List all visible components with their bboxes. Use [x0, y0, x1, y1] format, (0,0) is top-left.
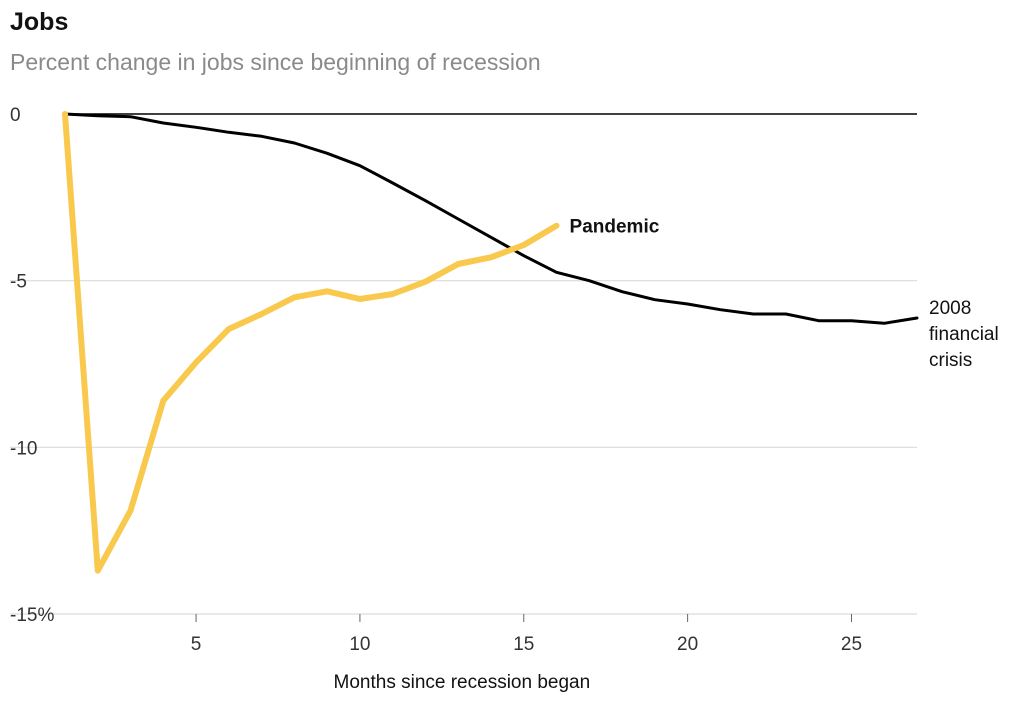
y-tick-label: 0: [10, 105, 21, 126]
x-tick-label: 10: [349, 634, 370, 655]
chart-title: Jobs: [10, 8, 69, 36]
label-layer: 2008 financial crisis Pandemic: [570, 217, 999, 371]
axis-layer: 0 -5 -10 -15% 5 10 15 20 25: [10, 105, 917, 655]
x-tick-label: 20: [677, 634, 698, 655]
x-tick-label: 15: [513, 634, 534, 655]
chart-subtitle: Percent change in jobs since beginning o…: [10, 49, 541, 75]
series-label-2008-financial-crisis: 2008: [929, 298, 971, 319]
x-tick-label: 25: [841, 634, 862, 655]
series-line-pandemic: [62, 111, 560, 574]
series-label-pandemic: Pandemic: [570, 217, 660, 238]
y-tick-label: -5: [10, 272, 27, 293]
series-label-2008-financial-crisis: financial: [929, 324, 999, 345]
x-tick-label: 5: [191, 634, 202, 655]
y-tick-label: -10: [10, 438, 37, 459]
grid-layer: [10, 280, 917, 615]
series-layer: [62, 111, 919, 574]
y-tick-label: -15%: [10, 605, 54, 626]
x-axis-label: Months since recession began: [334, 672, 591, 693]
series-line-2008-financial-crisis: [63, 112, 919, 325]
series-label-2008-financial-crisis: crisis: [929, 350, 972, 371]
